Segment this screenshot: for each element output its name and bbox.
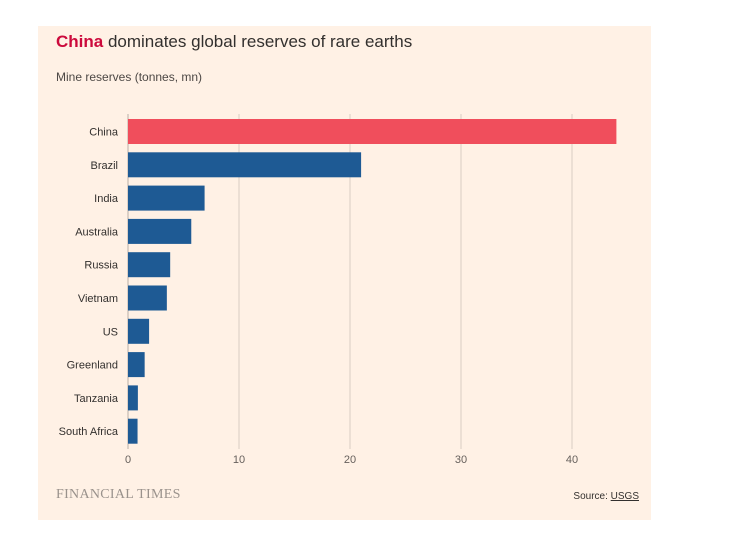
bar-tanzania xyxy=(128,385,138,411)
x-tick-label: 20 xyxy=(344,454,356,466)
x-tick-labels: 0 10 20 30 40 xyxy=(125,454,578,466)
source-note: Source: USGS xyxy=(573,491,639,502)
category-label: India xyxy=(94,193,119,205)
chart-subtitle: Mine reserves (tonnes, mn) xyxy=(56,70,203,84)
x-tick-label: 10 xyxy=(233,454,245,466)
bar-australia xyxy=(128,218,192,244)
bars xyxy=(128,119,617,444)
title-highlight: China xyxy=(56,32,104,51)
bar-china xyxy=(128,119,617,144)
bar-russia xyxy=(128,252,171,278)
bar-chart: China Brazil India Australia Russia Vietnam US… xyxy=(59,114,617,466)
x-tick-label: 30 xyxy=(455,454,467,466)
category-label: Vietnam xyxy=(78,293,118,305)
ft-logo: FINANCIAL TIMES xyxy=(56,487,181,502)
category-label: Russia xyxy=(84,260,119,272)
bar-south-africa xyxy=(128,418,138,444)
category-label: Greenland xyxy=(67,360,118,372)
source-label: Source: xyxy=(573,491,611,502)
x-tick-label: 0 xyxy=(125,454,131,466)
bar-vietnam xyxy=(128,285,167,311)
bar-brazil xyxy=(128,152,362,178)
category-labels: China Brazil India Australia Russia Vietnam US… xyxy=(59,127,119,439)
chart-card: China dominates global reserves of rare … xyxy=(38,26,651,520)
category-label: Tanzania xyxy=(74,393,119,405)
x-tick-label: 40 xyxy=(566,454,578,466)
bar-us xyxy=(128,318,150,344)
category-label: China xyxy=(89,127,119,139)
source-link[interactable]: USGS xyxy=(610,491,639,502)
category-label: Australia xyxy=(75,226,119,238)
title-rest: dominates global reserves of rare earths xyxy=(103,32,413,51)
bar-india xyxy=(128,185,205,211)
category-label: South Africa xyxy=(59,426,119,438)
category-label: US xyxy=(103,326,118,338)
chart-title: China dominates global reserves of rare … xyxy=(56,32,412,52)
category-label: Brazil xyxy=(90,160,118,172)
bar-greenland xyxy=(128,352,145,378)
